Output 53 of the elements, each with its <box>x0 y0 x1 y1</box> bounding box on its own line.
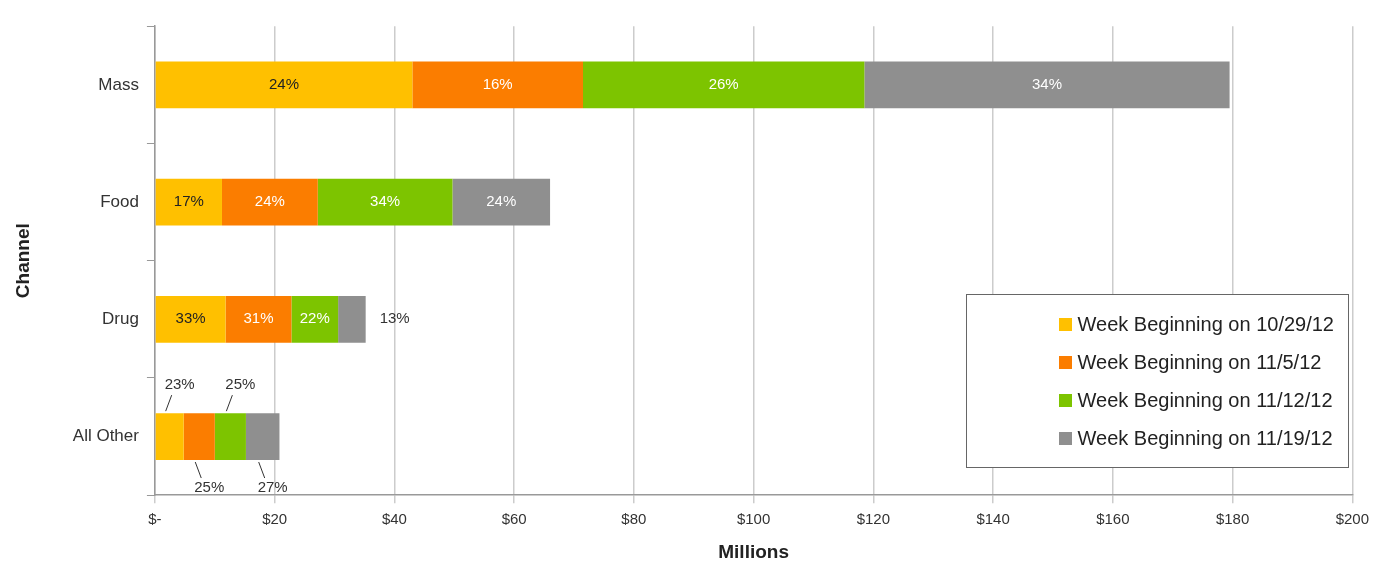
x-tick-label: $40 <box>381 510 407 528</box>
bar <box>317 178 453 226</box>
annotation: 22% <box>299 309 330 327</box>
bar <box>155 413 184 461</box>
x-tick-label: $140 <box>976 510 1010 528</box>
bar <box>155 178 222 226</box>
x-tick-label: $20 <box>262 510 288 528</box>
bar <box>412 61 583 109</box>
x-tick-label: $60 <box>501 510 527 528</box>
y-tick-label: Mass <box>98 74 139 94</box>
x-tick-label: $120 <box>856 510 891 528</box>
annotation: 34% <box>370 192 401 210</box>
bar <box>225 295 292 343</box>
bar <box>452 178 551 226</box>
legend-label: Week Beginning on 10/29/12 <box>1077 312 1334 336</box>
annotation: 34% <box>1031 74 1062 92</box>
bar <box>183 413 215 461</box>
bar <box>245 413 280 461</box>
annotation: 33% <box>175 309 206 327</box>
annotation: 13% <box>379 309 410 327</box>
bar <box>291 295 339 343</box>
x-tick-label: $180 <box>1215 510 1250 528</box>
annotation: 17% <box>173 192 204 210</box>
legend-label: Week Beginning on 11/19/12 <box>1077 426 1333 450</box>
annotation: 16% <box>482 74 513 92</box>
annotation: 26% <box>708 74 739 92</box>
x-axis-title: Millions <box>718 540 789 562</box>
bar <box>155 295 226 343</box>
x-tick-label: $200 <box>1335 510 1369 528</box>
annotation: 31% <box>243 309 274 327</box>
bar <box>155 61 413 109</box>
x-tick-label: $- <box>148 510 162 528</box>
annotation: 25% <box>225 375 256 393</box>
bar <box>338 295 366 343</box>
annotation: 24% <box>254 192 285 210</box>
x-tick-label: $100 <box>736 510 771 528</box>
bar <box>221 178 318 226</box>
legend-label: Week Beginning on 11/5/12 <box>1077 350 1322 374</box>
y-tick-label: Food <box>100 191 139 211</box>
bar <box>583 61 865 109</box>
bar <box>214 413 246 461</box>
x-tick-label: $160 <box>1096 510 1130 528</box>
legend-label: Week Beginning on 11/12/12 <box>1077 388 1333 412</box>
annotation: 24% <box>486 192 517 210</box>
y-tick-label: Drug <box>102 309 139 329</box>
bar <box>864 61 1230 109</box>
y-tick-label: All Other <box>72 426 140 446</box>
annotation: 25% <box>194 478 225 496</box>
y-axis-title: Channel <box>11 223 33 299</box>
x-tick-label: $80 <box>621 510 647 528</box>
annotation: 24% <box>269 74 300 92</box>
annotation: 23% <box>164 375 195 393</box>
annotation: 27% <box>257 478 288 496</box>
